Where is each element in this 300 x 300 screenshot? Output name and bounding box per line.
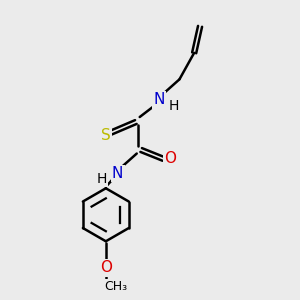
Text: O: O — [165, 151, 177, 166]
Text: N: N — [153, 92, 164, 107]
Text: O: O — [100, 260, 112, 275]
Text: N: N — [112, 166, 123, 181]
Text: H: H — [168, 99, 179, 113]
Text: CH₃: CH₃ — [105, 280, 128, 293]
Text: H: H — [96, 172, 106, 186]
Text: S: S — [101, 128, 111, 143]
